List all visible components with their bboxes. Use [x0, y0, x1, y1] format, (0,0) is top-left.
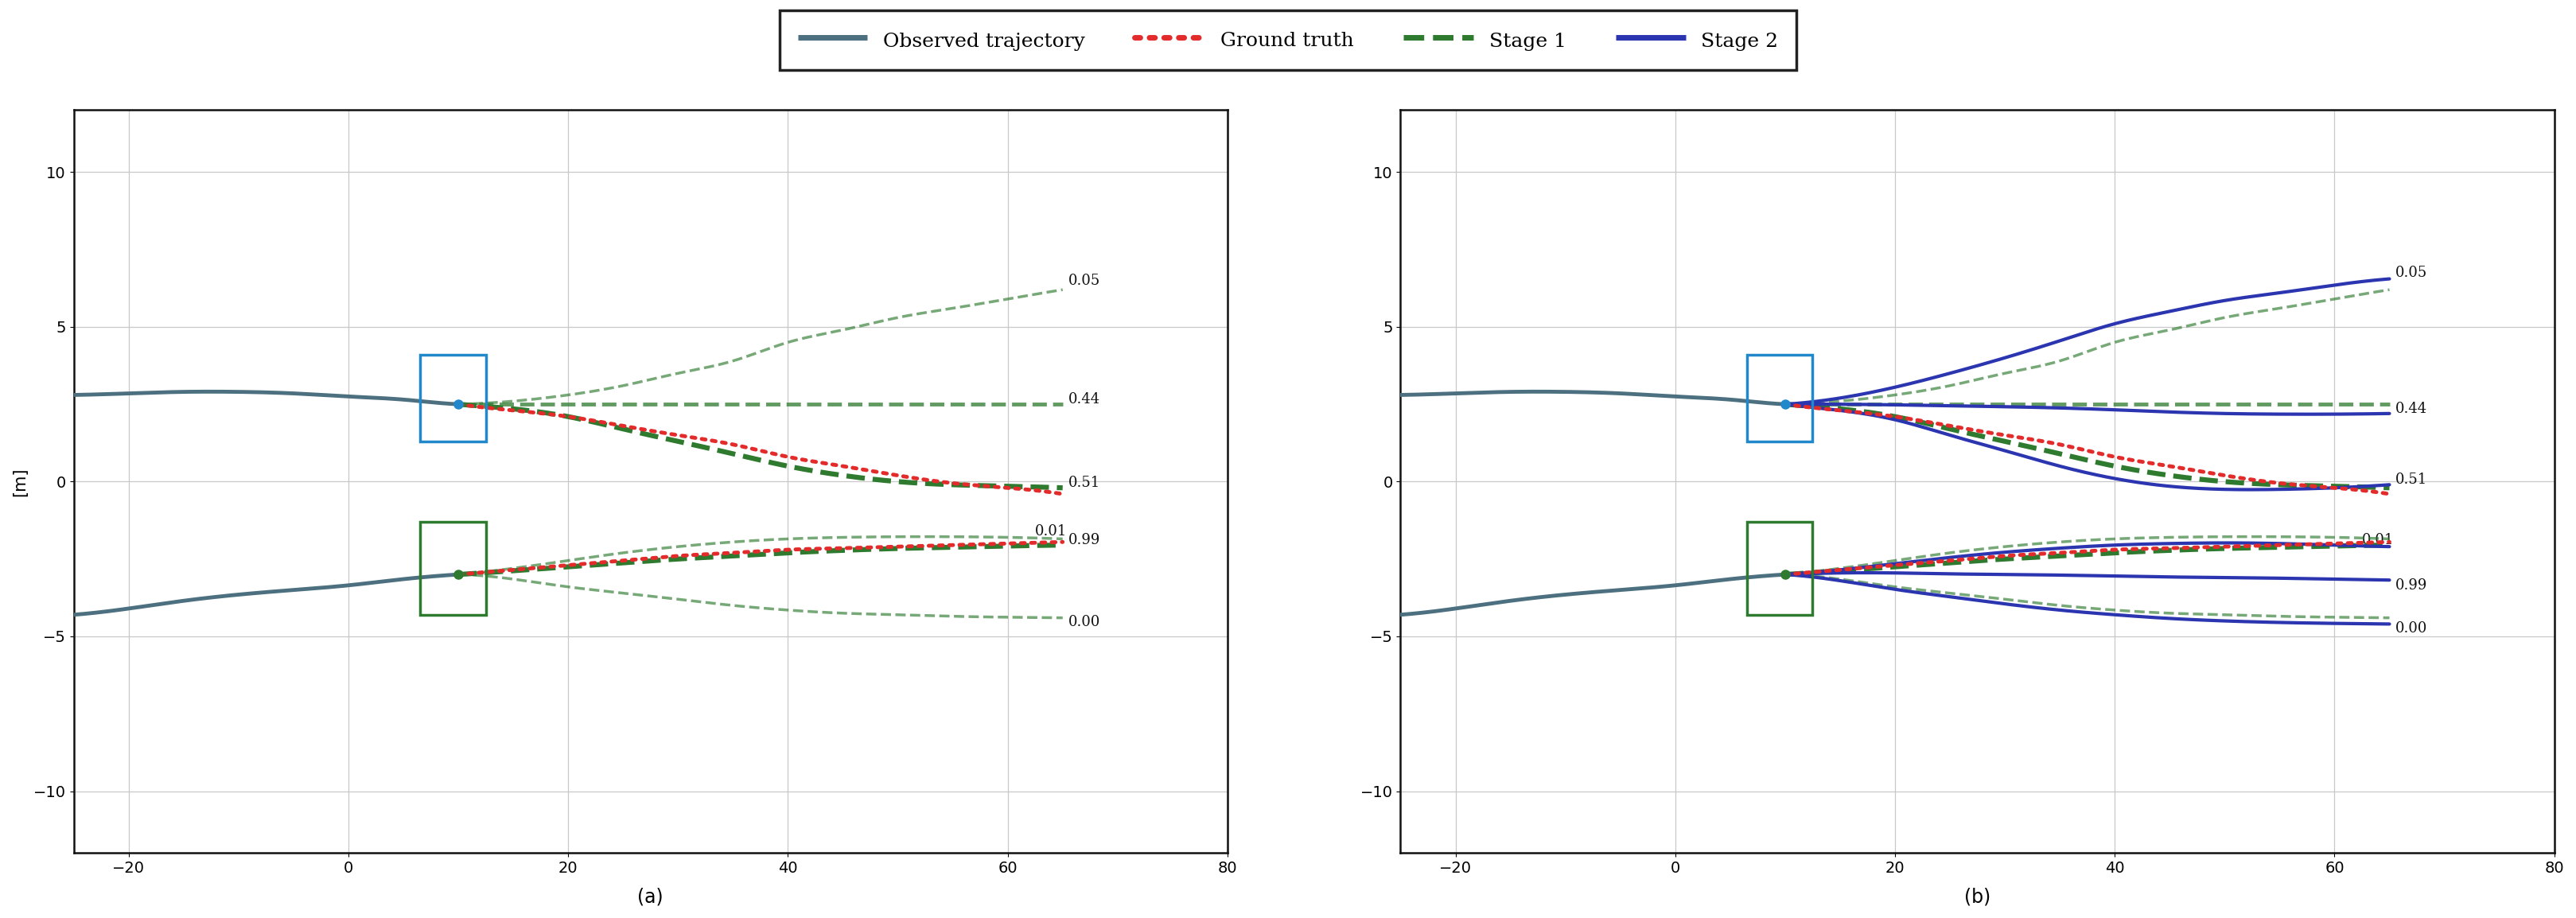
X-axis label: (a): (a): [639, 887, 665, 906]
Text: 0.51: 0.51: [2396, 473, 2427, 487]
Bar: [1747, 354, 1814, 442]
Text: 0.01: 0.01: [2362, 533, 2393, 548]
Text: 0.05: 0.05: [1069, 274, 1100, 287]
X-axis label: (b): (b): [1963, 887, 1991, 906]
Bar: [420, 354, 487, 442]
Legend: Observed trajectory, Ground truth, Stage 1, Stage 2: Observed trajectory, Ground truth, Stage…: [781, 10, 1795, 70]
Text: 0.00: 0.00: [1069, 615, 1100, 630]
Bar: [1747, 521, 1814, 615]
Bar: [420, 521, 487, 615]
Text: 0.01: 0.01: [1036, 524, 1066, 538]
Text: 0.05: 0.05: [2396, 265, 2427, 280]
Text: 0.99: 0.99: [2396, 578, 2427, 592]
Text: 0.99: 0.99: [1069, 533, 1100, 548]
Text: 0.51: 0.51: [1069, 476, 1100, 490]
Text: 0.00: 0.00: [2396, 621, 2427, 636]
Y-axis label: [m]: [m]: [13, 467, 28, 496]
Text: 0.44: 0.44: [2396, 402, 2427, 416]
Text: 0.44: 0.44: [1069, 392, 1100, 407]
